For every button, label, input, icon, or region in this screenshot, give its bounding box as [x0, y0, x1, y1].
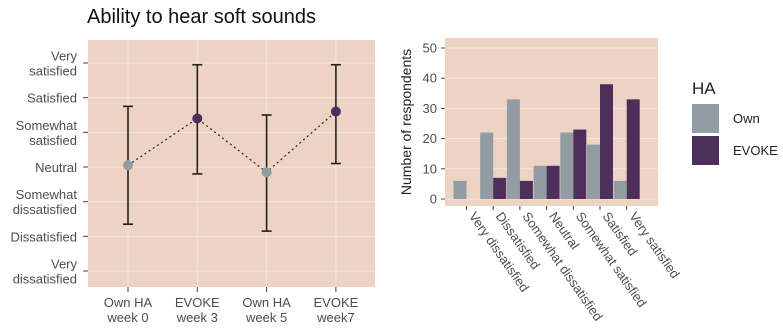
right-bars [453, 84, 640, 199]
legend: HA Own EVOKE [692, 79, 778, 165]
bar-own-satisfied [587, 144, 600, 199]
left-y-tick-label-line: Neutral [35, 160, 77, 175]
left-marks [123, 63, 341, 232]
legend-swatch-own [692, 104, 719, 133]
left-x-tick-label-line: Own HA [242, 295, 291, 310]
mean-point-evoke-week-3 [192, 113, 203, 124]
bar-own-somewhat-dissatisfied [506, 99, 520, 199]
legend-title: HA [692, 79, 716, 98]
left-y-tick-label: Neutral [35, 160, 77, 175]
bar-evoke-dissatisfied [493, 177, 507, 199]
bar-own-neutral [533, 165, 547, 199]
bar-own-very-satisfied [613, 180, 627, 199]
left-y-tick-label-line: dissatisfied [13, 202, 77, 217]
left-x-tick-label-line: EVOKE [314, 295, 359, 310]
left-connecting-line [127, 111, 337, 173]
legend-swatch-evoke [692, 136, 719, 165]
left-x-tick-label-line: week 5 [245, 310, 287, 325]
mean-point-evoke-week7 [330, 106, 341, 117]
left-y-tick-label-line: satisfied [29, 133, 77, 148]
left-x-tick-label-line: Own HA [104, 295, 153, 310]
right-y-tick-label: 40 [423, 71, 437, 86]
left-y-tick-label: Very dissatisfied [13, 257, 78, 287]
left-y-tick-label-line: Somewhat [16, 118, 78, 133]
left-y-tick-label: Dissatisfied [11, 229, 77, 244]
left-y-tick-label-line: Very [51, 257, 78, 272]
right-y-tick-labels: 0 10 20 30 40 50 [423, 41, 437, 207]
left-y-tick-label-line: satisfied [29, 64, 77, 79]
right-y-tick-label: 30 [423, 101, 437, 116]
left-y-tick-label-line: Somewhat [16, 187, 78, 202]
left-x-tick-label: Own HA week 0 [104, 295, 153, 325]
legend-label-own: Own [733, 111, 760, 126]
left-x-tick-label-line: EVOKE [175, 295, 220, 310]
bar-evoke-very-satisfied [626, 99, 640, 199]
left-x-tick-label: EVOKE week 3 [175, 295, 220, 325]
right-y-tick-label: 50 [423, 41, 437, 56]
left-y-tick-label-line: Very [51, 49, 78, 64]
left-plot-panel [88, 40, 375, 287]
chart-title: Ability to hear soft sounds [87, 6, 317, 28]
left-x-tick-label-line: week 3 [176, 310, 218, 325]
legend-label-evoke: EVOKE [733, 143, 778, 158]
bar-evoke-neutral [546, 165, 560, 199]
left-x-tick-label-line: week7 [316, 310, 355, 325]
right-y-axis-label: Number of respondents [398, 49, 414, 195]
mean-point-own-ha-week-0 [123, 160, 133, 171]
right-y-tick-label: 10 [423, 161, 437, 176]
left-x-tick-label-line: week 0 [106, 310, 148, 325]
right-chart: 0 10 20 30 40 50 Very dissatisfiedDissatisfie… [398, 38, 683, 324]
left-y-tick-label: Satisfied [27, 91, 77, 106]
bar-evoke-somewhat-satisfied [573, 129, 587, 199]
left-x-tick-label: Own HA week 5 [242, 295, 291, 325]
mean-point-own-ha-week-5 [261, 167, 272, 178]
bar-own-somewhat-satisfied [560, 132, 574, 199]
left-y-tick-label: Somewhat satisfied [16, 118, 78, 148]
left-y-tick-label-line: Dissatisfied [11, 229, 77, 244]
left-x-tick-label: EVOKE week7 [314, 295, 359, 325]
right-y-tick-label: 20 [423, 131, 437, 146]
left-y-tick-label-line: dissatisfied [13, 272, 77, 287]
left-y-tick-label-line: Satisfied [27, 91, 77, 106]
bar-own-very-dissatisfied [453, 180, 467, 199]
left-y-tick-label: Somewhat dissatisfied [13, 187, 78, 217]
bar-evoke-satisfied [600, 84, 613, 199]
right-y-tick-label: 0 [430, 192, 437, 207]
left-y-tick-label: Very satisfied [29, 49, 77, 79]
bar-evoke-somewhat-dissatisfied [519, 180, 533, 199]
bar-own-dissatisfied [480, 132, 494, 199]
